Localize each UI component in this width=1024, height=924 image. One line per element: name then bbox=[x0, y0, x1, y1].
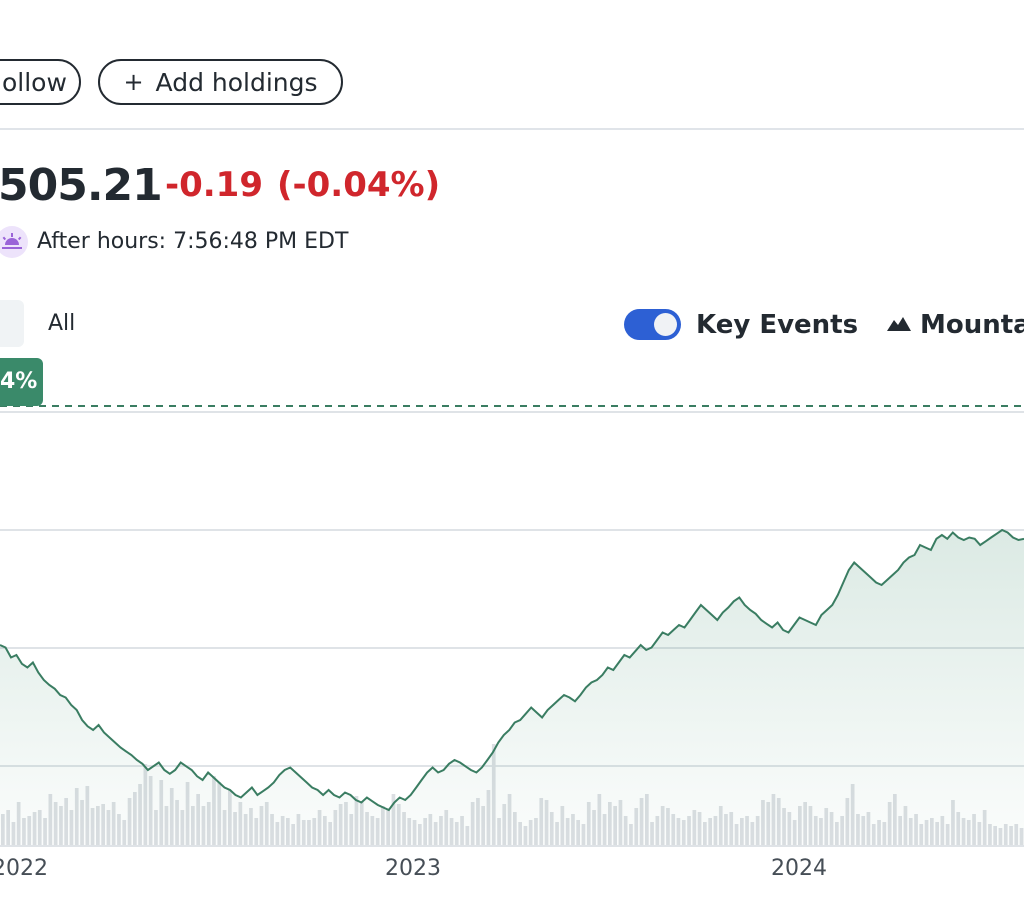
quote-change-value: -0.19 bbox=[165, 165, 263, 205]
add-holdings-label: Add holdings bbox=[155, 67, 318, 97]
price-area bbox=[0, 530, 1024, 846]
price-line bbox=[0, 528, 1024, 812]
quote-change-percent: (-0.04%) bbox=[277, 165, 441, 205]
toggle-knob bbox=[654, 313, 677, 336]
sunset-icon bbox=[0, 226, 28, 258]
chart-type-button[interactable]: Mountain bbox=[920, 310, 1024, 340]
range-button-prev[interactable] bbox=[0, 300, 24, 347]
mountain-icon bbox=[887, 317, 911, 331]
follow-button[interactable]: ollow bbox=[0, 59, 81, 105]
percent-change-badge: 4% bbox=[0, 358, 43, 406]
key-events-toggle[interactable] bbox=[624, 309, 681, 340]
after-hours-label: After hours: 7:56:48 PM EDT bbox=[37, 229, 349, 254]
quote-price: 505.21 bbox=[0, 160, 163, 211]
follow-button-label: ollow bbox=[2, 67, 67, 97]
add-holdings-button[interactable]: + Add holdings bbox=[98, 59, 343, 105]
x-tick-label: 2023 bbox=[385, 856, 441, 881]
quote-change: -0.19 (-0.04%) bbox=[165, 165, 440, 205]
plus-icon: + bbox=[123, 68, 144, 96]
range-button-all[interactable]: All bbox=[48, 311, 76, 336]
x-tick-label: 2024 bbox=[771, 856, 827, 881]
key-events-label: Key Events bbox=[696, 310, 859, 340]
x-tick-label: 2022 bbox=[0, 856, 48, 881]
header-divider bbox=[0, 128, 1024, 130]
price-chart[interactable] bbox=[0, 390, 1024, 850]
